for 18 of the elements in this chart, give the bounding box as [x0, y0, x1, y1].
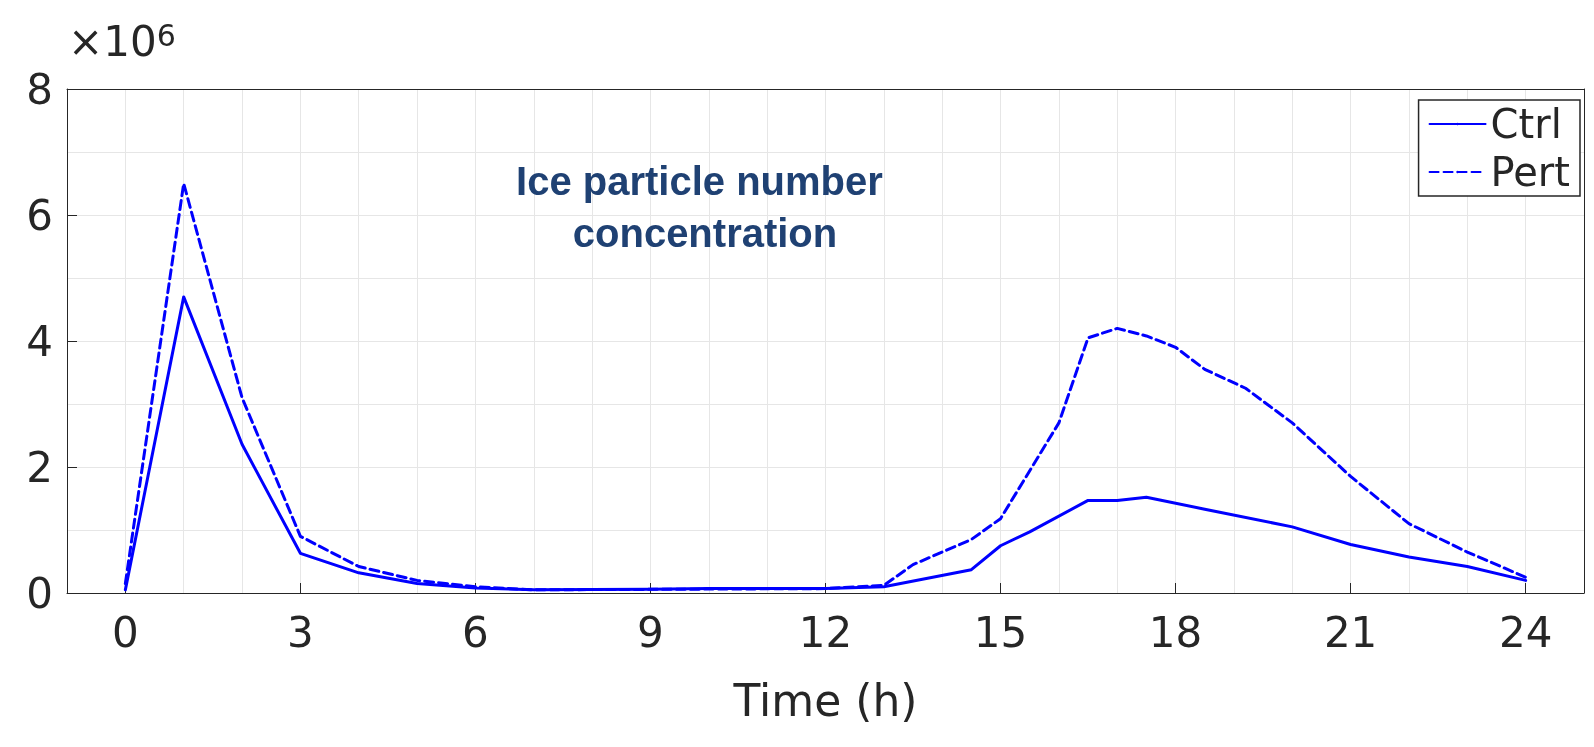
x-tick-label: 3: [287, 607, 314, 657]
x-tick-label: 12: [798, 607, 853, 657]
x-tick-label: 15: [973, 607, 1028, 657]
x-axis-title: Time (h): [732, 674, 918, 726]
y-tick-label: 6: [26, 190, 53, 240]
x-tick-label: 18: [1148, 607, 1203, 657]
x-tick-label: 21: [1323, 607, 1378, 657]
x-tick-label: 0: [111, 607, 139, 657]
legend-label: Ctrl: [1490, 101, 1562, 147]
y-tick-label: 0: [26, 568, 53, 618]
x-tick-label: 9: [637, 607, 664, 657]
legend-label: Pert: [1490, 149, 1570, 195]
y-tick-label: 2: [26, 442, 53, 492]
y-tick-label: 4: [26, 316, 53, 366]
x-tick-label: 6: [462, 607, 489, 657]
x-tick-label: 24: [1498, 607, 1553, 657]
text: Ice particle number concentration: [516, 159, 894, 255]
y-tick-label: 8: [26, 64, 53, 114]
